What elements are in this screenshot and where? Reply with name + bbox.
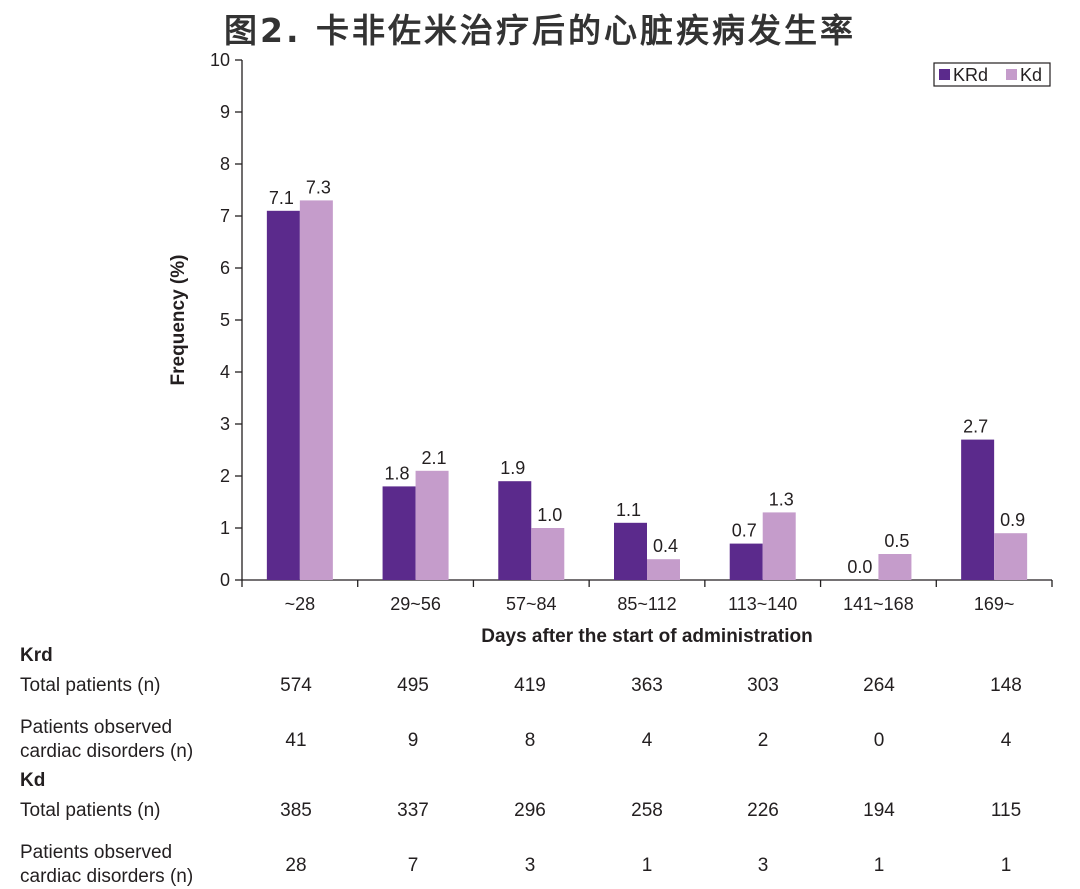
bar-value-label: 7.1 [269,188,294,208]
table-cell: 7 [407,855,419,876]
y-tick-label: 2 [220,466,230,486]
x-tick-label: 57~84 [506,594,557,614]
table-cell: 2 [757,730,769,751]
y-tick-label: 8 [220,154,230,174]
table-cell: 148 [990,675,1022,696]
legend-swatch-krd [939,69,950,80]
legend-label-krd: KRd [953,65,988,85]
bar-value-label: 1.8 [385,463,410,483]
table-cell: 4 [1000,730,1012,751]
bar-value-label: 0.5 [884,531,909,551]
table-cell: 258 [631,800,663,821]
table-row-label: cardiac disorders (n) [20,866,194,887]
x-axis-label: Days after the start of administration [481,626,813,647]
y-tick-label: 10 [210,50,230,70]
bar-krd [961,439,995,580]
bar-kd [647,559,680,580]
bar-value-label: 2.7 [963,417,988,437]
table-cell: 28 [285,855,307,876]
table-cell: 495 [397,675,429,696]
table-row-label: Total patients (n) [20,800,161,821]
table-row-label: cardiac disorders (n) [20,741,194,762]
y-tick-label: 9 [220,102,230,122]
bar-kd [299,200,333,580]
table-cell: 303 [747,675,779,696]
x-tick-label: 169~ [974,594,1015,614]
table-cell: 41 [285,730,307,751]
table-row-label: Patients observed [20,842,173,863]
x-tick-label: ~28 [285,594,316,614]
y-tick-label: 0 [220,570,230,590]
y-tick-label: 5 [220,310,230,330]
x-tick-label: 29~56 [390,594,441,614]
bar-kd [531,528,565,580]
y-tick-label: 1 [220,518,230,538]
bar-value-label: 0.9 [1000,510,1025,530]
table-cell: 337 [397,800,429,821]
table-cell: 115 [990,800,1022,821]
table-cell: 0 [873,730,885,751]
bar-chart: 0 1 2 3 4 5 6 7 8 9 10 Frequency (%) 7.1 7.3 ~28 1.8 2.1… [168,50,1053,647]
table-row-label: Patients observed [20,717,173,738]
table-cell: 194 [863,800,895,821]
bar-value-label: 2.1 [422,448,447,468]
table-cell: 9 [407,730,419,751]
bar-krd [729,543,763,580]
y-axis-label: Frequency (%) [168,255,189,386]
bar-value-label: 0.7 [732,521,757,541]
bar-value-label: 1.0 [537,505,562,525]
legend-label-kd: Kd [1020,65,1042,85]
y-tick-label: 7 [220,206,230,226]
bar-kd [878,554,912,580]
y-tick-label: 6 [220,258,230,278]
bar-value-label: 1.9 [500,458,525,478]
table-cell: 226 [747,800,779,821]
table-cell: 264 [863,675,895,696]
bar-value-label: 0.4 [653,536,678,556]
bar-value-label: 1.1 [616,500,641,520]
page-title: 图2. 卡非佐米治疗后的心脏疾病发生率 [224,11,856,50]
bar-krd [614,522,647,580]
bar-value-label: 7.3 [306,177,331,197]
bar-kd [994,533,1028,580]
table-cell: 296 [514,800,546,821]
x-tick-label: 141~168 [843,594,914,614]
table-cell: 4 [641,730,653,751]
table-section-header: Kd [20,770,46,791]
bar-kd [762,512,796,580]
table-row-label: Total patients (n) [20,675,161,696]
table-cell: 3 [757,855,769,876]
table-cell: 3 [524,855,536,876]
table-cell: 1 [1000,855,1012,876]
bar-krd [266,210,300,581]
bar-krd [382,486,416,580]
table-cell: 1 [641,855,653,876]
table-cell: 8 [524,730,536,751]
bar-kd [415,470,449,580]
bar-value-label: 0.0 [847,557,872,577]
table-cell: 419 [514,675,546,696]
legend-box [933,62,1051,87]
bar-value-label: 1.3 [769,489,794,509]
bar-krd [498,481,532,580]
x-tick-label: 85~112 [617,594,676,614]
table-cell: 574 [280,675,312,696]
table-cell: 363 [631,675,663,696]
legend-swatch-kd [1006,69,1017,80]
table-cell: 385 [280,800,312,821]
x-tick-label: 113~140 [728,594,797,614]
y-tick-label: 4 [220,362,230,382]
table-cell: 1 [873,855,885,876]
table-section-header: Krd [20,645,53,666]
y-tick-label: 3 [220,414,230,434]
